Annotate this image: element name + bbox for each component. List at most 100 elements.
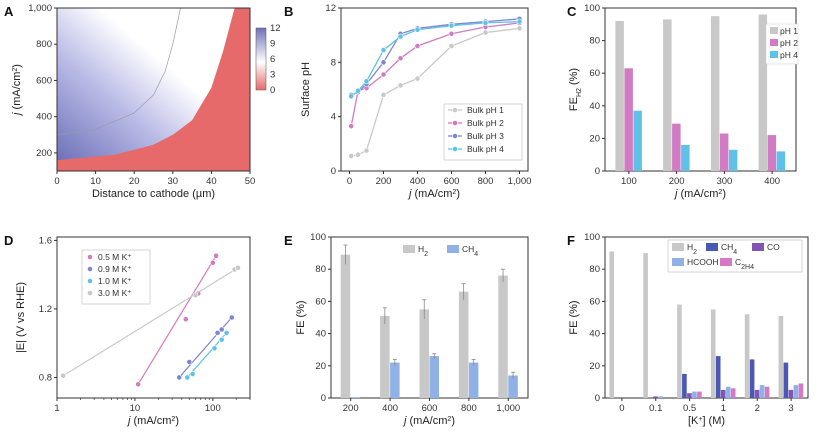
bar bbox=[725, 386, 731, 398]
panel-label-b: B bbox=[284, 4, 293, 19]
bar bbox=[681, 144, 690, 171]
x-tick-label: 20 bbox=[129, 176, 140, 187]
y-tick-label: 100 bbox=[310, 232, 326, 243]
legend-label: Bulk pH 4 bbox=[467, 144, 504, 154]
legend-swatch bbox=[447, 245, 459, 253]
data-point bbox=[380, 71, 387, 78]
bar bbox=[793, 385, 799, 398]
legend-box bbox=[81, 249, 151, 305]
data-point bbox=[192, 292, 199, 299]
data-point bbox=[186, 359, 193, 365]
data-point bbox=[209, 259, 216, 266]
x-tick-label: 0.5 bbox=[683, 403, 696, 414]
x-tick-label: 0 bbox=[54, 176, 59, 187]
y-tick-label: 60 bbox=[589, 68, 600, 79]
data-point bbox=[184, 374, 191, 381]
panel-label-a: A bbox=[4, 4, 14, 19]
data-point bbox=[214, 330, 221, 336]
bar bbox=[730, 388, 736, 398]
panel-f: 0 20 40 60 80 100 0 0.1 0.5 1 2 3 [K+] (M) FE (%) H2 CH… bbox=[568, 232, 809, 427]
bar bbox=[754, 389, 760, 398]
colorbar-tick-label: 12 bbox=[270, 23, 281, 34]
data-point bbox=[448, 22, 455, 29]
bar bbox=[764, 386, 770, 398]
bar bbox=[380, 315, 390, 398]
legend-swatch bbox=[752, 243, 764, 251]
legend-label: Bulk pH 2 bbox=[467, 118, 504, 128]
y-axis-label: |E| (V vs RHE) bbox=[15, 282, 27, 353]
legend-label: pH 2 bbox=[780, 38, 798, 48]
data-point bbox=[182, 316, 189, 323]
data-point bbox=[448, 30, 455, 37]
data-point bbox=[397, 33, 404, 40]
panel-label-e: E bbox=[284, 233, 293, 248]
panel-e: 0 20 40 60 80 100 200 400 600 800 1,000 j (mA/cm2) F… bbox=[295, 232, 529, 427]
x-tick-label: 0 bbox=[347, 176, 352, 187]
bar bbox=[468, 362, 479, 398]
legend-label: H2 bbox=[418, 244, 428, 258]
y-tick-label: 8 bbox=[331, 57, 336, 68]
y-tick-label: 0 bbox=[331, 166, 336, 177]
bar bbox=[759, 385, 765, 398]
x-tick-label: 600 bbox=[422, 403, 438, 414]
legend-label: 0.9 M K⁺ bbox=[98, 264, 132, 274]
data-point bbox=[223, 330, 230, 336]
x-axis-label: j (mA/cm2) bbox=[407, 188, 460, 200]
data-point bbox=[414, 26, 421, 33]
y-tick-label: 40 bbox=[589, 329, 600, 340]
y-tick-label: 0.8 bbox=[39, 372, 52, 383]
legend-swatch bbox=[403, 245, 415, 253]
y-axis-label: Surface pH bbox=[300, 62, 312, 117]
data-point bbox=[414, 43, 421, 49]
y-tick-label: 20 bbox=[589, 361, 600, 372]
y-tick-label: 0 bbox=[595, 166, 600, 177]
panel-label-c: C bbox=[567, 4, 577, 19]
bar bbox=[633, 110, 642, 171]
x-tick-label: 30 bbox=[168, 176, 179, 187]
bar bbox=[677, 304, 682, 398]
plot-frame bbox=[604, 7, 797, 172]
bar bbox=[615, 21, 624, 171]
data-point bbox=[218, 326, 225, 333]
x-tick-label: 3 bbox=[788, 403, 793, 414]
legend-marker bbox=[87, 254, 93, 260]
y-tick-label: 20 bbox=[315, 361, 326, 372]
y-axis-label: FE (%) bbox=[568, 300, 580, 334]
data-point bbox=[380, 59, 387, 66]
bar bbox=[776, 151, 786, 171]
x-tick-label: 10 bbox=[90, 176, 101, 187]
bar bbox=[710, 309, 716, 398]
bar bbox=[390, 362, 400, 398]
x-tick-label: 1 bbox=[721, 403, 726, 414]
bar bbox=[697, 391, 702, 398]
y-axis-label: FEH2 (%) bbox=[568, 68, 583, 111]
legend-label: Bulk pH 3 bbox=[467, 131, 504, 141]
y-axis-label: j (mA/cm2) bbox=[11, 64, 23, 117]
bar bbox=[429, 356, 439, 398]
legend-swatch bbox=[720, 258, 732, 266]
legend-swatch bbox=[770, 27, 778, 34]
heatmap-high-ph-region bbox=[57, 8, 235, 161]
plot-frame bbox=[340, 7, 529, 172]
data-point bbox=[218, 336, 225, 343]
y-axis-label: FE (%) bbox=[295, 300, 307, 334]
panel-b: 0 200 400 600 800 1,000 0 4 8 12 j (mA/cm2) Surface… bbox=[300, 3, 531, 200]
legend-label: C2H4 bbox=[735, 257, 754, 271]
y-tick-label: 20 bbox=[589, 133, 600, 144]
bar bbox=[350, 397, 361, 398]
colorbar-tick-label: 0 bbox=[270, 85, 275, 96]
data-point bbox=[60, 372, 67, 379]
data-point bbox=[176, 374, 183, 381]
data-point bbox=[348, 153, 355, 159]
x-tick-label: 200 bbox=[669, 176, 685, 187]
x-tick-label: 800 bbox=[461, 403, 477, 414]
x-tick-label: 1,000 bbox=[496, 403, 520, 414]
bar bbox=[788, 389, 794, 398]
y-tick-label: 600 bbox=[36, 75, 52, 86]
legend-label: HCOOH bbox=[687, 257, 719, 267]
y-tick-label: 200 bbox=[36, 148, 52, 159]
x-tick-label: 100 bbox=[205, 403, 221, 414]
colorbar-tick-label: 3 bbox=[270, 70, 275, 81]
bar bbox=[715, 356, 721, 398]
bar bbox=[767, 135, 777, 171]
